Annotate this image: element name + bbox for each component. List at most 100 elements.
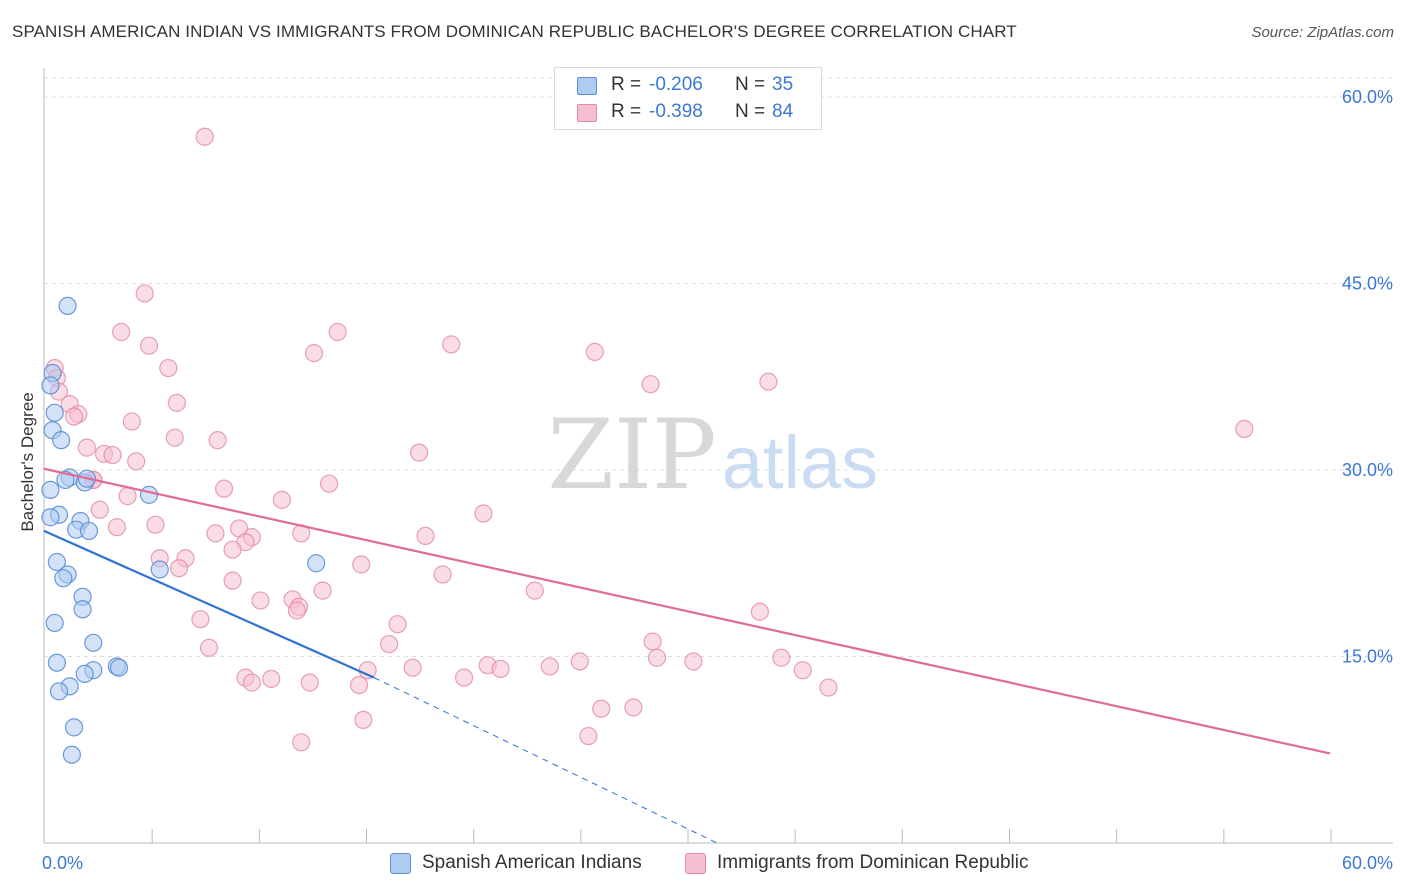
- point-dominican-republic: [352, 555, 371, 574]
- point-dominican-republic: [146, 515, 165, 534]
- y-tick-label: 45.0%: [1342, 274, 1393, 294]
- point-dominican-republic: [223, 540, 242, 559]
- point-spanish-american-indian: [62, 745, 81, 764]
- trend-line-spanish-american-indian: [43, 529, 375, 679]
- point-dominican-republic: [750, 602, 769, 621]
- point-dominican-republic: [647, 648, 667, 667]
- point-dominican-republic: [262, 669, 281, 688]
- legend-r-label: R =: [611, 101, 642, 122]
- point-spanish-american-indian: [56, 470, 75, 490]
- y-tick-label: 60.0%: [1342, 87, 1393, 107]
- bottom-legend-swatch-series2: [685, 853, 706, 874]
- point-dominican-republic: [409, 443, 429, 462]
- point-dominican-republic: [759, 372, 778, 391]
- point-dominican-republic: [191, 610, 210, 629]
- point-dominican-republic: [474, 504, 493, 523]
- point-dominican-republic: [169, 559, 189, 578]
- point-dominican-republic: [313, 581, 332, 600]
- series-spanish-american-indian-points: [41, 296, 326, 764]
- point-dominican-republic: [64, 407, 84, 426]
- trend-line-spanish-american-indian-extension: [373, 677, 718, 844]
- point-dominican-republic: [433, 565, 452, 584]
- point-dominican-republic: [643, 632, 662, 651]
- point-spanish-american-indian: [47, 653, 66, 672]
- point-spanish-american-indian: [45, 403, 64, 422]
- point-spanish-american-indian: [109, 658, 129, 677]
- point-spanish-american-indian: [41, 480, 60, 499]
- point-dominican-republic: [242, 673, 262, 692]
- legend-n-label: N =: [735, 101, 766, 122]
- point-spanish-american-indian: [64, 718, 84, 737]
- x-tick-label-max: 60.0%: [1342, 853, 1393, 873]
- watermark-zip: ZIP: [547, 399, 716, 511]
- point-dominican-republic: [272, 490, 292, 509]
- legend-r-value: -0.206: [649, 74, 703, 95]
- point-spanish-american-indian: [307, 554, 326, 573]
- point-dominican-republic: [592, 699, 611, 718]
- point-dominican-republic: [403, 658, 422, 677]
- point-dominican-republic: [388, 615, 407, 634]
- point-dominican-republic: [540, 657, 559, 676]
- point-dominican-republic: [206, 524, 225, 543]
- point-dominican-republic: [199, 638, 219, 657]
- trend-line-dominican-republic: [43, 467, 1331, 755]
- point-spanish-american-indian: [41, 508, 60, 527]
- point-dominican-republic: [135, 284, 154, 303]
- point-dominican-republic: [379, 634, 399, 654]
- y-tick-label: 15.0%: [1342, 647, 1393, 667]
- bottom-legend-swatch-series1: [390, 853, 411, 874]
- point-dominican-republic: [641, 375, 660, 394]
- point-dominican-republic: [139, 336, 159, 355]
- point-dominican-republic: [103, 445, 122, 465]
- point-dominican-republic: [304, 344, 324, 363]
- point-dominican-republic: [112, 322, 131, 342]
- point-dominican-republic: [442, 335, 461, 354]
- x-tick-label-min: 0.0%: [42, 853, 83, 873]
- chart-title: SPANISH AMERICAN INDIAN VS IMMIGRANTS FR…: [12, 22, 1017, 41]
- point-dominican-republic: [416, 526, 435, 545]
- point-spanish-american-indian: [41, 376, 60, 395]
- point-dominican-republic: [793, 661, 812, 680]
- watermark: ZIP atlas: [547, 399, 878, 511]
- point-dominican-republic: [585, 342, 604, 361]
- point-spanish-american-indian: [45, 613, 64, 633]
- point-dominican-republic: [1235, 419, 1254, 439]
- point-dominican-republic: [167, 393, 186, 412]
- point-dominican-republic: [579, 726, 598, 746]
- point-dominican-republic: [77, 438, 96, 457]
- legend-r-label: R =: [611, 74, 642, 95]
- legend-n-value: 84: [772, 101, 794, 122]
- point-dominican-republic: [165, 428, 184, 447]
- series-dominican-points: [45, 127, 1254, 752]
- point-dominican-republic: [349, 675, 369, 695]
- point-spanish-american-indian: [54, 569, 73, 588]
- point-dominican-republic: [292, 733, 311, 752]
- point-dominican-republic: [159, 358, 178, 378]
- point-dominican-republic: [819, 678, 838, 697]
- axes: 15.0% 30.0% 45.0% 60.0% 0.0% 60.0%: [42, 68, 1393, 873]
- point-dominican-republic: [107, 518, 126, 537]
- point-dominican-republic: [287, 601, 307, 620]
- point-dominican-republic: [624, 698, 643, 717]
- point-spanish-american-indian: [47, 552, 66, 572]
- point-spanish-american-indian: [73, 600, 92, 619]
- point-dominican-republic: [358, 661, 377, 680]
- point-dominican-republic: [118, 487, 137, 506]
- point-dominican-republic: [454, 668, 474, 687]
- correlation-legend: R = -0.206 N = 35 R = -0.398 N = 84: [554, 67, 822, 130]
- y-tick-label: 30.0%: [1342, 460, 1393, 480]
- point-spanish-american-indian: [139, 485, 159, 504]
- point-spanish-american-indian: [150, 560, 169, 579]
- y-axis-title: Bachelor's Degree: [18, 392, 37, 531]
- grid: [44, 77, 1393, 657]
- point-spanish-american-indian: [58, 296, 77, 315]
- point-dominican-republic: [684, 652, 703, 671]
- legend-n-value: 35: [772, 74, 794, 95]
- point-spanish-american-indian: [79, 521, 99, 541]
- point-dominican-republic: [354, 710, 373, 730]
- point-dominican-republic: [208, 431, 227, 450]
- point-spanish-american-indian: [75, 664, 94, 684]
- point-dominican-republic: [214, 479, 234, 498]
- point-dominican-republic: [251, 591, 270, 610]
- watermark-atlas: atlas: [722, 421, 878, 504]
